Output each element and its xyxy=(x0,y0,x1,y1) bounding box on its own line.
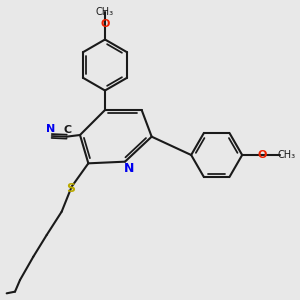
Text: CH₃: CH₃ xyxy=(96,7,114,17)
Text: O: O xyxy=(258,150,267,160)
Text: C: C xyxy=(64,125,72,135)
Text: CH₃: CH₃ xyxy=(278,150,296,160)
Text: N: N xyxy=(46,124,56,134)
Text: O: O xyxy=(100,19,110,29)
Text: S: S xyxy=(67,182,76,195)
Text: N: N xyxy=(123,162,134,175)
